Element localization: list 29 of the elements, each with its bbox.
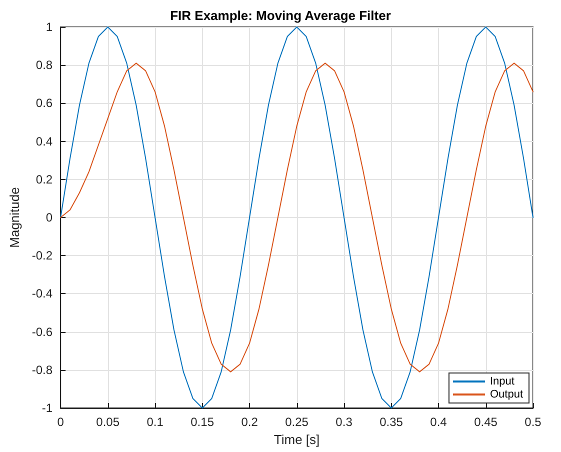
y-tick-label: 0 (46, 210, 53, 224)
x-tick-label: 0.15 (190, 415, 214, 429)
x-tick-label: 0.35 (380, 415, 404, 429)
x-axis-title: Time [s] (274, 432, 320, 447)
x-tick-label: 0.5 (524, 415, 542, 429)
x-tick-label: 0.3 (336, 415, 353, 429)
line-series (60, 62, 534, 372)
legend-label: Input (490, 376, 514, 388)
x-tick-label: 0.2 (241, 415, 258, 429)
y-tick-label: -0.4 (32, 286, 53, 301)
legend-label: Output (490, 388, 524, 400)
chart-title: FIR Example: Moving Average Filter (170, 8, 391, 23)
y-tick-label: 0.2 (36, 172, 53, 186)
y-tick-label: 0.4 (36, 134, 53, 148)
y-tick-label: 0.8 (36, 58, 53, 72)
x-tick-label: 0.4 (430, 415, 448, 429)
y-tick-label: -1 (42, 401, 53, 415)
y-tick-label: -0.2 (32, 248, 53, 263)
y-tick-label: -0.8 (32, 362, 53, 377)
x-tick-label: 0.1 (146, 415, 164, 429)
line-series (60, 26, 534, 408)
y-tick-label: 1 (46, 20, 53, 34)
x-tick-label: 0.05 (96, 415, 120, 429)
y-tick-label: -0.6 (32, 324, 53, 339)
y-tick-label: 0.6 (36, 96, 53, 110)
x-tick-label: 0.45 (474, 415, 498, 429)
y-axis-title: Magnitude (7, 187, 22, 248)
x-tick-label: 0 (57, 415, 64, 429)
x-tick-label: 0.25 (285, 415, 309, 429)
